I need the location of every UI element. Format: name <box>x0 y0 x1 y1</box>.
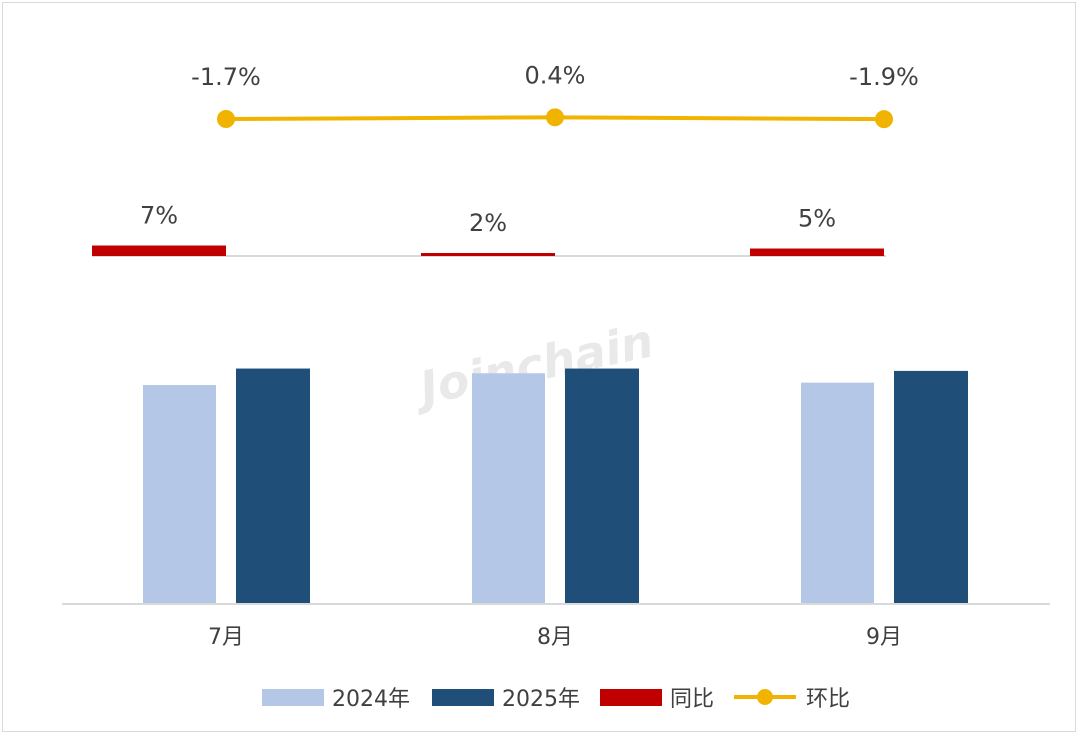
yoy-data-label: 7% <box>140 202 178 230</box>
legend-label-yoy: 同比 <box>670 687 714 712</box>
x-axis-ticks: 7月 8月 9月 <box>208 625 902 650</box>
bar-2024 <box>472 373 545 604</box>
yoy-data-label: 5% <box>798 205 836 233</box>
bar-2025 <box>894 370 968 604</box>
legend-label-2024: 2024年 <box>332 687 410 712</box>
yoy-bar <box>421 253 555 256</box>
yoy-data-label: 2% <box>469 209 507 237</box>
legend-swatch-2025 <box>432 689 494 706</box>
legend-label-2025: 2025年 <box>502 687 580 712</box>
x-tick-label: 9月 <box>866 625 902 650</box>
x-tick-label: 7月 <box>208 625 244 650</box>
yoy-bar <box>750 248 884 256</box>
legend: 2024年 2025年 同比 环比 <box>262 687 850 712</box>
mom-point <box>875 110 893 129</box>
mom-point <box>546 108 564 127</box>
mom-data-label: -1.7% <box>191 63 261 91</box>
legend-swatch-2024 <box>262 689 324 706</box>
mom-line-panel: -1.7% 0.4% -1.9% <box>191 61 919 129</box>
mom-point <box>217 110 235 128</box>
legend-label-mom: 环比 <box>806 687 850 712</box>
bar-2025 <box>565 368 639 604</box>
bar-2025 <box>236 368 310 604</box>
yoy-panel: 7% 2% 5% <box>92 202 886 257</box>
legend-swatch-yoy <box>600 689 662 706</box>
legend-marker-mom <box>757 689 773 705</box>
mom-data-label: -1.9% <box>849 63 919 91</box>
yoy-bar <box>92 245 226 256</box>
mom-data-label: 0.4% <box>525 61 586 89</box>
bar-2024 <box>801 382 874 604</box>
bar-panel <box>143 368 968 604</box>
x-tick-label: 8月 <box>537 625 573 650</box>
bar-2024 <box>143 385 216 604</box>
